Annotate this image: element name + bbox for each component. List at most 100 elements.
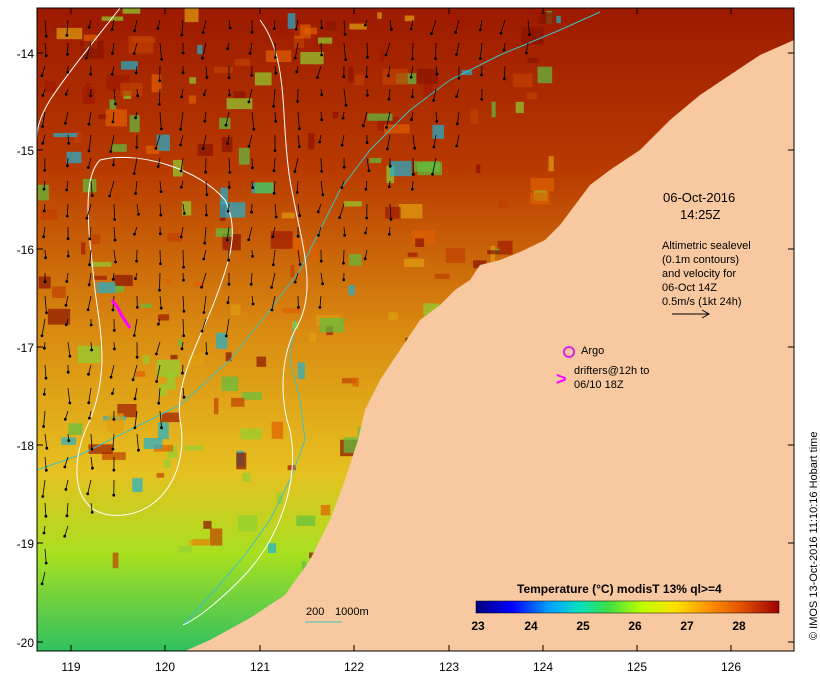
drifter-symbol: > [556,369,567,389]
velocity-arrow-head [227,282,231,286]
velocity-arrow-head [274,56,277,59]
velocity-arrow-head [183,212,186,215]
velocity-arrow [297,111,300,129]
sst-pixel-patch [101,16,124,21]
lon-label: 123 [438,660,460,674]
velocity-arrow-head [90,510,94,514]
sst-pixel-patch [93,275,107,280]
sst-pixel-patch [491,101,496,118]
velocity-arrow [43,410,46,427]
velocity-arrow-head [113,218,116,221]
velocity-arrow [157,157,161,167]
velocity-arrow-head [109,150,113,153]
velocity-arrow [455,19,460,33]
velocity-arrow-head [159,127,163,131]
velocity-arrow [343,88,347,106]
sst-pixel-patch [40,209,58,220]
velocity-arrow [134,410,138,428]
velocity-arrow-head [293,280,297,284]
velocity-arrow-head [385,126,388,129]
sst-pixel-patch [113,192,120,201]
sst-pixel-patch [188,540,210,546]
velocity-arrow [44,456,47,471]
velocity-arrow-head [387,185,391,189]
velocity-arrow-head [226,47,230,51]
velocity-arrow [180,111,184,130]
velocity-arrow-head [181,71,185,75]
velocity-arrow-head [179,235,183,239]
velocity-arrow [44,19,47,37]
velocity-arrow-head [63,465,67,469]
velocity-arrow-head [317,234,320,237]
velocity-arrow-head [65,188,69,192]
sst-pixel-patch [237,515,258,532]
velocity-arrow-head [228,171,232,174]
velocity-arrow-head [113,347,116,351]
sst-pixel-patch [367,113,393,121]
velocity-arrow-head [88,263,91,267]
velocity-arrow [90,456,93,469]
velocity-arrow [226,226,230,241]
velocity-arrow [201,318,207,332]
sst-pixel-patch [156,134,170,151]
velocity-arrow [297,203,301,216]
velocity-arrow-head [387,97,391,101]
velocity-arrow-head [411,95,414,99]
velocity-arrow [273,157,276,171]
velocity-arrow [343,42,346,60]
velocity-arrow-head [180,185,183,189]
velocity-arrow-head [295,191,299,194]
sst-pixel-patch [167,233,183,242]
velocity-arrow-head [528,33,531,36]
sealevel-contour-west [37,8,121,141]
sst-pixel-patch [404,15,415,22]
velocity-arrow-head [320,26,324,30]
velocity-arrow [250,272,253,285]
velocity-arrow [66,203,69,217]
sst-pixel-patch [390,160,412,177]
sst-pixel-patch [434,273,450,279]
velocity-arrow-head [68,354,72,358]
velocity-arrow-head [343,233,347,237]
sst-pixel-patch [521,26,544,45]
sst-pixel-patch [539,12,553,24]
velocity-arrow-head [320,118,324,122]
sst-pixel-patch [530,178,554,192]
sst-pixel-patch [189,77,196,84]
velocity-arrow-head [179,169,183,173]
velocity-arrow [159,42,162,60]
date-label: 06-Oct-2016 [663,190,736,205]
velocity-arrow-head [41,141,45,145]
velocity-arrow-head [298,127,301,131]
velocity-arrow [320,180,324,195]
velocity-arrow-head [108,194,111,198]
velocity-arrow [44,548,47,564]
sst-pixel-patch [241,392,262,400]
sst-pixel-patch [231,397,245,407]
sst-pixel-patch [215,228,233,237]
velocity-arrow [110,364,115,378]
sst-pixel-patch [407,252,418,257]
lat-label: -17 [16,341,34,355]
velocity-arrow-head [321,282,324,286]
velocity-arrow-head [87,401,91,405]
velocity-arrow [205,180,208,195]
sst-pixel-patch [143,438,163,449]
velocity-arrow [295,19,299,30]
velocity-arrow-head [409,75,413,79]
velocity-arrow-head [160,57,164,61]
sst-pixel-patch [197,143,214,156]
velocity-arrow [113,203,115,220]
velocity-arrow-head [455,95,458,98]
velocity-arrow-head [272,27,276,30]
velocity-arrow-head [342,75,346,78]
velocity-arrow-head [181,371,184,375]
sst-pixel-patch [234,58,251,66]
velocity-arrow [66,502,69,516]
velocity-arrow [113,88,116,105]
velocity-arrow-head [158,79,162,83]
velocity-arrow-head [201,56,204,60]
velocity-arrow-head [135,305,139,309]
sst-pixel-patch [197,45,203,55]
sst-pixel-patch [271,421,284,439]
